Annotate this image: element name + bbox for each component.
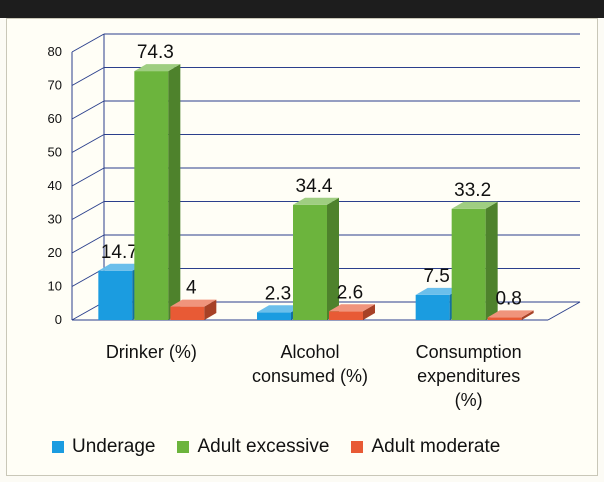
- bar-side: [485, 201, 498, 320]
- legend-item-adult-moderate: Adult moderate: [351, 436, 500, 458]
- y-tick-label-30: 30: [48, 212, 62, 227]
- y-tick-label-80: 80: [48, 44, 62, 59]
- category-label-1-line-0: Alcohol: [280, 342, 339, 362]
- bar-front: [415, 294, 450, 320]
- data-label-underage-1: 2.3: [265, 283, 291, 304]
- category-label-0-line-0: Drinker (%): [106, 342, 197, 362]
- data-label-adult-excessive-0: 74.3: [137, 42, 174, 63]
- bar-top: [134, 64, 181, 72]
- data-label-underage-2: 7.5: [423, 266, 449, 287]
- legend-label-adult-excessive: Adult excessive: [197, 436, 330, 457]
- category-label-2-line-2: (%): [455, 390, 483, 410]
- gridline-side-60: [71, 100, 105, 120]
- bar-side: [327, 197, 339, 320]
- gridline-side-70: [71, 67, 105, 86]
- bar-top: [98, 263, 145, 271]
- top-dark-band: [0, 0, 604, 18]
- bar-front: [170, 306, 205, 320]
- gridline-side-40: [71, 167, 105, 187]
- legend-item-underage: Underage: [52, 436, 155, 458]
- legend-label-adult-moderate: Adult moderate: [371, 436, 501, 457]
- legend-swatch-adult-excessive: [177, 441, 190, 453]
- gridline-side-30: [71, 201, 105, 220]
- gridline-side-50: [71, 134, 105, 153]
- data-label-adult-moderate-0: 4: [186, 278, 197, 299]
- data-label-adult-excessive-1: 34.4: [296, 176, 333, 197]
- bar-front: [329, 311, 363, 320]
- chart-legend: Underage Adult excessive Adult moderate: [52, 436, 500, 458]
- bar-top: [257, 305, 303, 313]
- legend-label-underage: Underage: [72, 436, 156, 457]
- y-tick-label-40: 40: [48, 178, 62, 193]
- y-tick-label-70: 70: [48, 78, 62, 93]
- bar-top: [170, 299, 217, 307]
- category-label-2-line-1: expenditures: [417, 366, 520, 386]
- category-label-2-line-0: Consumption: [416, 342, 522, 362]
- bar-side: [168, 64, 181, 320]
- bar-front: [487, 317, 522, 320]
- legend-item-adult-excessive: Adult excessive: [177, 436, 329, 458]
- data-label-adult-moderate-1: 2.6: [337, 282, 363, 303]
- bar-front: [134, 71, 169, 320]
- bar-top: [487, 310, 534, 318]
- category-label-1-line-1: consumed (%): [252, 366, 368, 386]
- bar-top: [415, 287, 462, 295]
- bar-adult-excessive-0: [134, 64, 181, 320]
- bar-top: [329, 304, 375, 312]
- data-label-adult-moderate-2: 0.8: [495, 288, 521, 309]
- bar-adult-excessive-1: [293, 197, 339, 320]
- gridline-side-20: [71, 234, 105, 254]
- bar-side: [204, 299, 217, 320]
- bar-adult-moderate-1: [329, 304, 375, 320]
- bar-front: [98, 270, 133, 320]
- y-tick-label-20: 20: [48, 245, 62, 260]
- data-label-adult-excessive-2: 33.2: [454, 180, 491, 201]
- bar-front: [257, 312, 291, 320]
- bar-front: [293, 204, 327, 320]
- legend-swatch-underage: [52, 441, 64, 453]
- y-tick-label-0: 0: [55, 312, 62, 327]
- bar-adult-moderate-0: [170, 299, 217, 320]
- gridline-side-80: [71, 33, 105, 53]
- bar-side: [521, 310, 534, 320]
- data-label-underage-0: 14.7: [101, 242, 138, 263]
- bar-side: [363, 304, 375, 320]
- y-tick-label-10: 10: [48, 279, 62, 294]
- bar-top: [451, 201, 498, 209]
- bar-front: [451, 208, 486, 320]
- legend-swatch-adult-moderate: [351, 441, 364, 453]
- y-tick-label-60: 60: [48, 111, 62, 126]
- bar-top: [293, 197, 339, 205]
- y-tick-label-50: 50: [48, 145, 62, 160]
- floor-right-edge: [547, 301, 581, 321]
- bar-adult-moderate-2: [487, 310, 534, 320]
- bar-adult-excessive-2: [451, 201, 498, 320]
